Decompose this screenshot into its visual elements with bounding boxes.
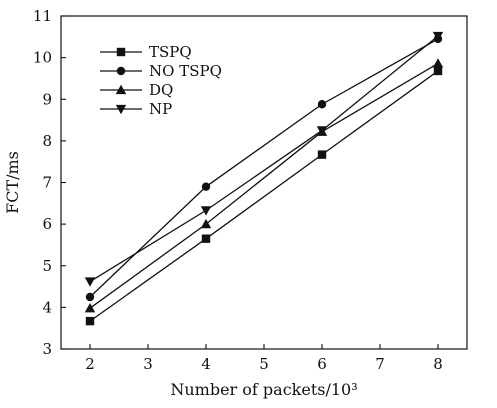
series-line-tspq: [89, 70, 439, 322]
y-tick-label: 11: [33, 7, 52, 25]
legend-label: TSPQ: [149, 43, 192, 61]
legend-marker: [115, 104, 127, 115]
data-point-tspq: [85, 316, 95, 326]
legend-label: DQ: [149, 81, 173, 99]
x-tick-label: 2: [85, 355, 95, 373]
legend-label: NO TSPQ: [149, 62, 222, 80]
series-line-no-tspq: [89, 38, 439, 298]
y-tick-label: 8: [42, 132, 52, 150]
x-axis-label: Number of packets/10³: [170, 380, 357, 399]
data-point-dq: [200, 218, 212, 229]
y-tick-label: 5: [42, 257, 52, 275]
data-point-np: [84, 277, 96, 287]
x-tick-label: 7: [375, 355, 385, 373]
data-point-np: [200, 206, 212, 216]
x-tick-label: 3: [143, 355, 153, 373]
y-tick-label: 10: [33, 49, 52, 67]
x-axis: 2 3 4 5 6 7 8: [85, 344, 443, 373]
x-tick-label: 5: [259, 355, 269, 373]
x-tick-label: 4: [201, 355, 211, 373]
series-no-tspq: [85, 34, 443, 302]
series-np: [84, 31, 444, 287]
legend-item-np: NP: [100, 100, 172, 118]
data-point-no-tspq: [85, 292, 95, 302]
data-point-tspq: [433, 66, 443, 76]
legend-marker: [116, 66, 126, 76]
series-dq: [84, 58, 444, 313]
series-line-dq: [89, 62, 439, 309]
series-line-np: [89, 35, 439, 283]
y-tick-label: 7: [42, 174, 52, 192]
legend-marker: [115, 84, 127, 95]
legend-item-tspq: TSPQ: [100, 43, 192, 61]
legend-item-dq: DQ: [100, 81, 173, 99]
x-tick-label: 6: [317, 355, 327, 373]
y-axis: 3 4 5 6 7 8 9 10 11: [33, 7, 66, 358]
legend-marker: [116, 47, 126, 57]
legend-item-no-tspq: NO TSPQ: [100, 62, 222, 80]
y-tick-label: 3: [42, 340, 52, 358]
data-point-tspq: [201, 234, 211, 243]
y-tick-label: 6: [42, 215, 52, 233]
data-point-tspq: [317, 150, 327, 159]
data-point-no-tspq: [317, 100, 327, 109]
y-tick-label: 4: [42, 298, 52, 316]
data-point-dq: [432, 58, 444, 68]
series-tspq: [85, 66, 443, 326]
data-point-dq: [84, 303, 96, 313]
data-point-np: [316, 126, 328, 136]
series-layer: [84, 31, 444, 326]
y-axis-label: FCT/ms: [3, 151, 22, 214]
y-tick-label: 9: [42, 90, 52, 108]
data-point-np: [432, 31, 444, 42]
legend-label: NP: [149, 100, 172, 118]
data-point-no-tspq: [201, 182, 211, 191]
x-tick-label: 8: [433, 355, 443, 373]
